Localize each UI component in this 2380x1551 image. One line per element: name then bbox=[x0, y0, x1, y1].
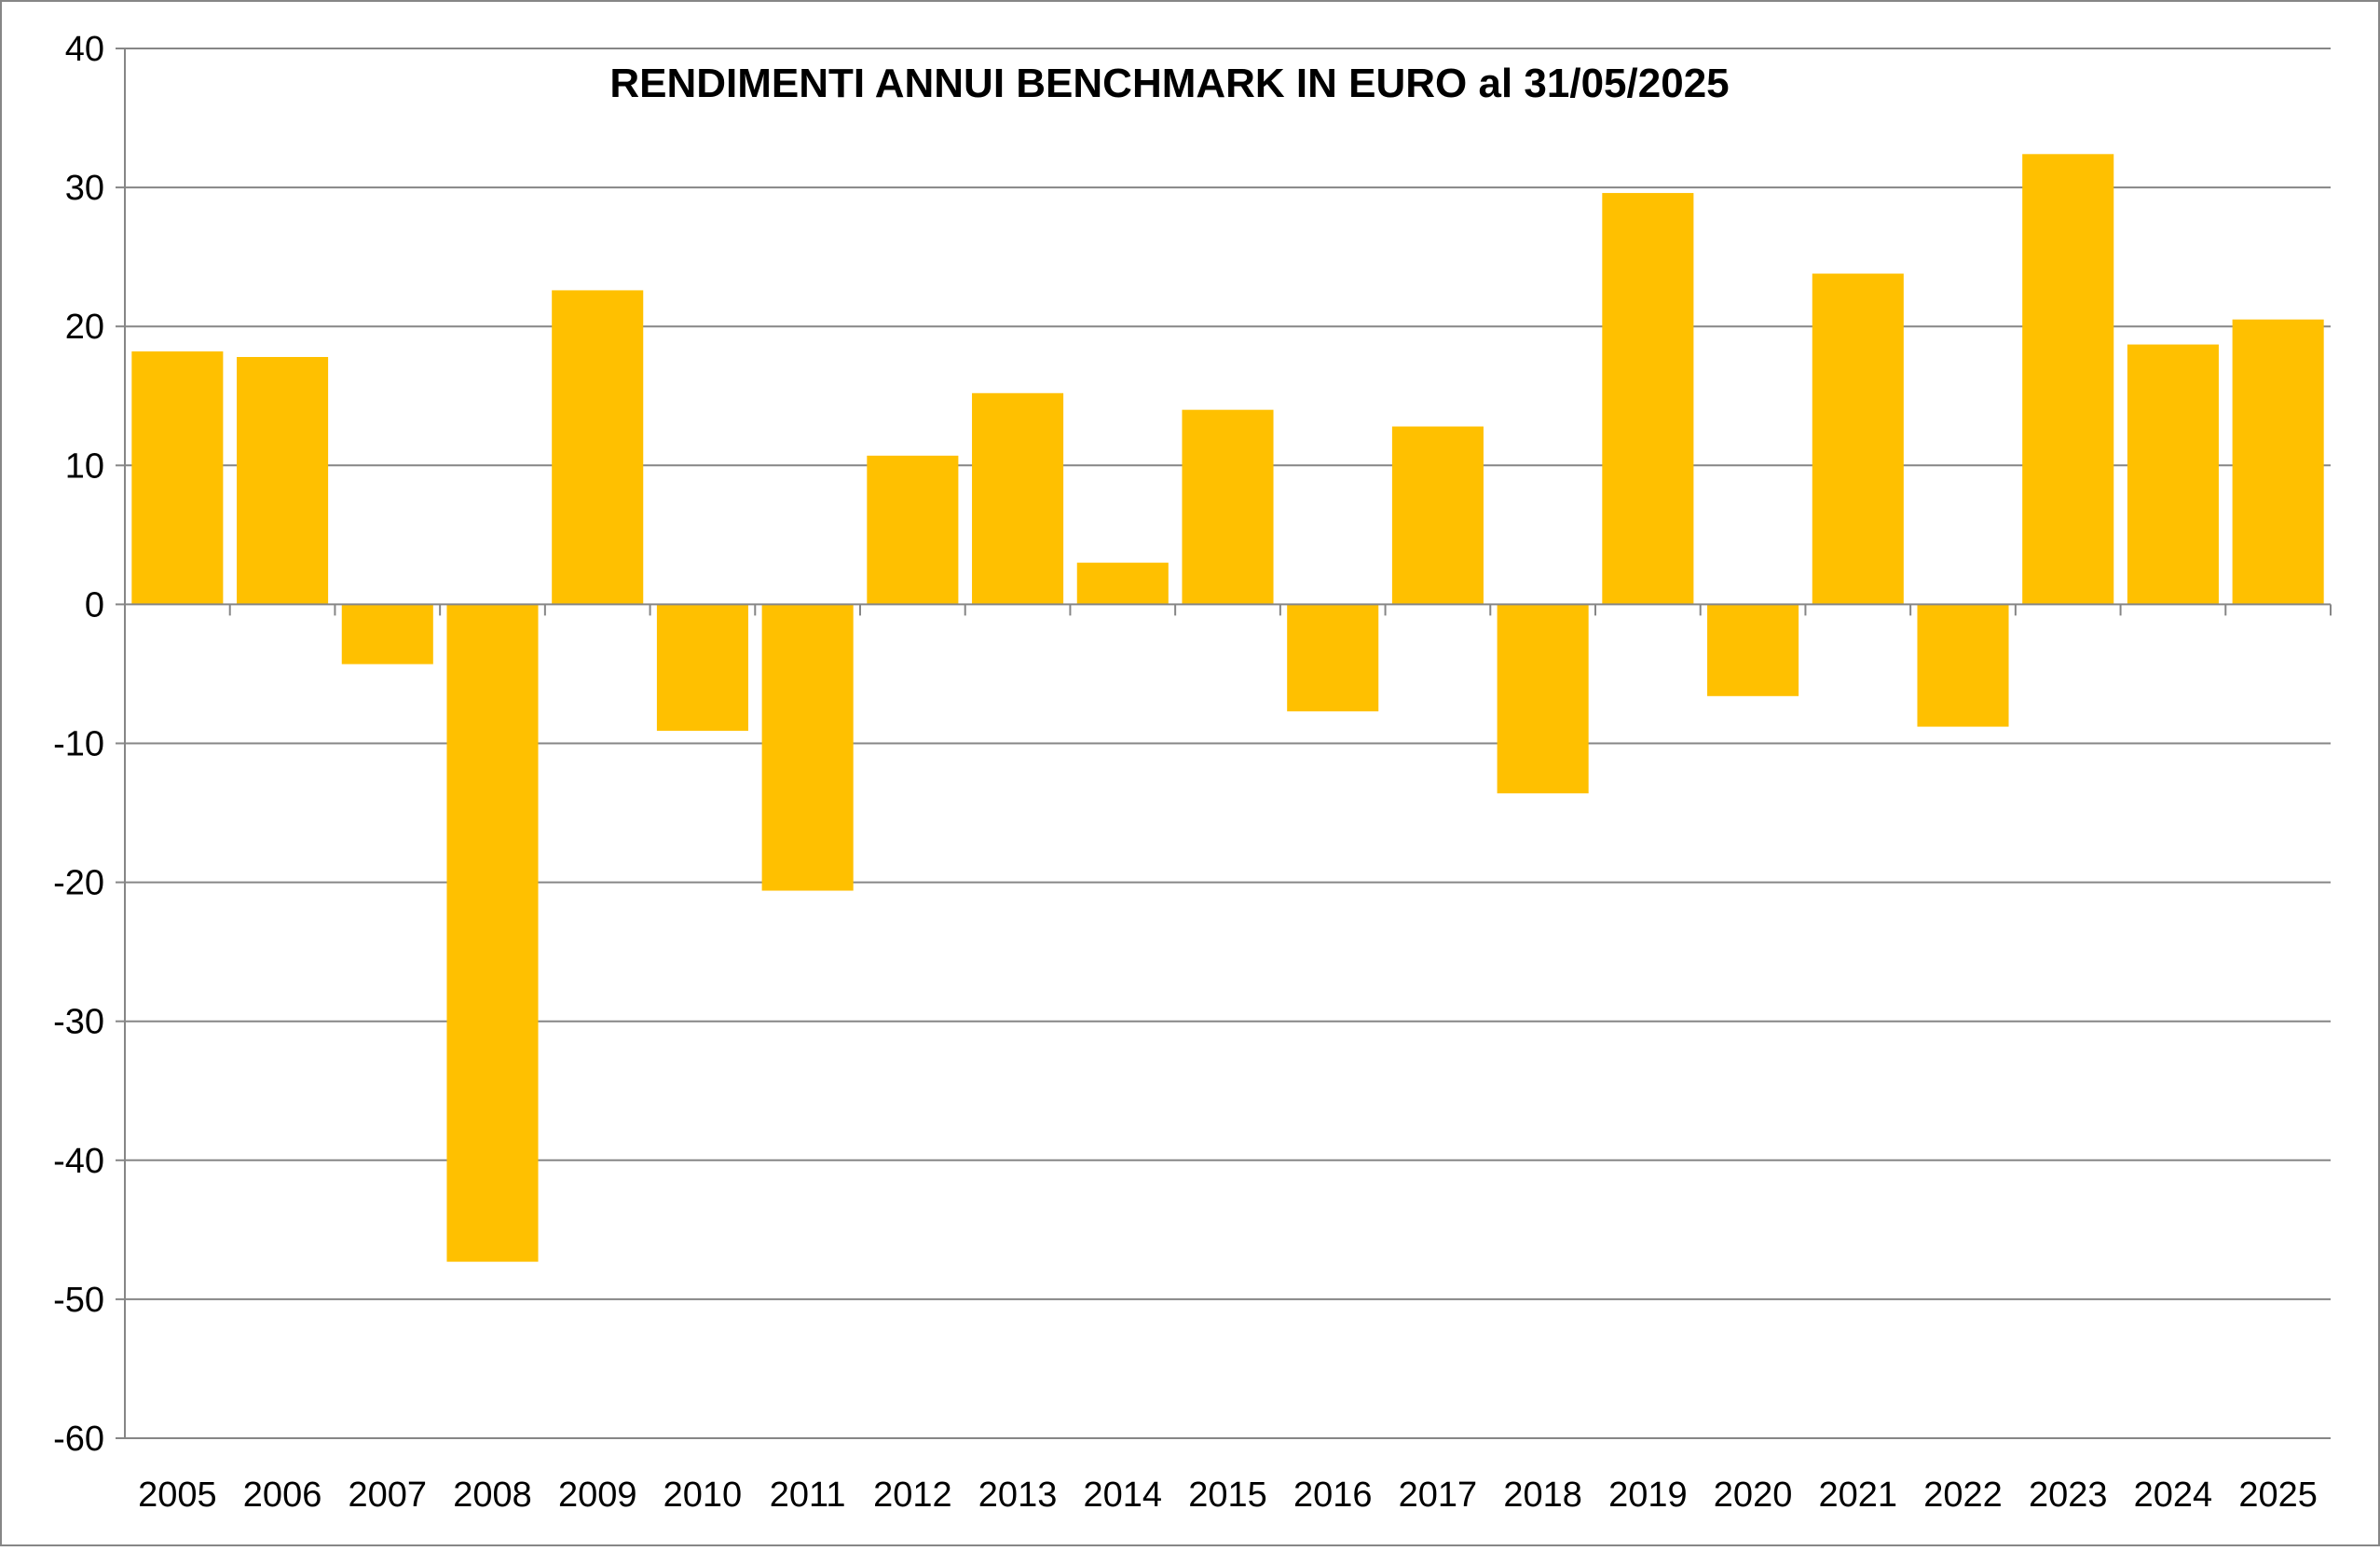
y-tick-label: -20 bbox=[53, 864, 104, 903]
x-tick-label: 2023 bbox=[2029, 1476, 2108, 1515]
x-tick-label: 2009 bbox=[558, 1476, 637, 1515]
x-tick-label: 2012 bbox=[873, 1476, 952, 1515]
bar-2020 bbox=[1707, 604, 1799, 696]
bar-2022 bbox=[1917, 604, 2009, 727]
x-tick-label: 2024 bbox=[2134, 1476, 2213, 1515]
bar-2013 bbox=[972, 392, 1064, 605]
x-tick-label: 2007 bbox=[349, 1476, 428, 1515]
bar-2006 bbox=[237, 357, 329, 605]
x-tick-label: 2008 bbox=[453, 1476, 532, 1515]
axes bbox=[116, 48, 2332, 1439]
y-tick-label: -30 bbox=[53, 1003, 104, 1042]
bar-2005 bbox=[131, 351, 224, 605]
x-tick-label: 2019 bbox=[1608, 1476, 1688, 1515]
chart-title: RENDIMENTI ANNUI BENCHMARK IN EURO al 31… bbox=[609, 61, 1729, 106]
x-tick-label: 2010 bbox=[663, 1476, 743, 1515]
bar-2023 bbox=[2022, 154, 2114, 605]
y-tick-label: 20 bbox=[65, 308, 104, 347]
bar-2008 bbox=[446, 604, 539, 1262]
x-tick-label: 2006 bbox=[243, 1476, 322, 1515]
bar-2007 bbox=[341, 604, 433, 665]
bar-2021 bbox=[1812, 273, 1904, 605]
bar-2024 bbox=[2127, 344, 2219, 605]
y-tick-label: -50 bbox=[53, 1281, 104, 1320]
x-tick-label: 2013 bbox=[978, 1476, 1058, 1515]
x-tick-label: 2021 bbox=[1819, 1476, 1898, 1515]
y-tick-label: 10 bbox=[65, 446, 104, 486]
bar-2025 bbox=[2232, 319, 2324, 605]
x-tick-label: 2005 bbox=[138, 1476, 217, 1515]
x-tick-labels: 2005 2006 2007 2008 2009 2010 2011 2012 2013 2014… bbox=[138, 1476, 2318, 1515]
x-tick-label: 2016 bbox=[1293, 1476, 1373, 1515]
bar-2012 bbox=[867, 455, 959, 605]
bar-2017 bbox=[1391, 426, 1484, 605]
y-tick-label: -10 bbox=[53, 725, 104, 764]
bar-2011 bbox=[761, 604, 854, 891]
x-tick-label: 2017 bbox=[1399, 1476, 1478, 1515]
bars bbox=[131, 154, 2324, 1262]
y-tick-labels: 40 30 20 10 0 -10 -20 -30 -40 -50 -60 bbox=[53, 30, 104, 1459]
x-tick-label: 2015 bbox=[1188, 1476, 1267, 1515]
x-tick-label: 2014 bbox=[1084, 1476, 1163, 1515]
y-tick-label: 30 bbox=[65, 169, 104, 208]
y-tick-label: -60 bbox=[53, 1420, 104, 1459]
x-tick-label: 2020 bbox=[1714, 1476, 1793, 1515]
y-tick-label: -40 bbox=[53, 1142, 104, 1181]
bar-2019 bbox=[1602, 193, 1694, 605]
bar-2016 bbox=[1287, 604, 1379, 712]
x-tick-label: 2011 bbox=[770, 1476, 846, 1515]
x-tick-label: 2018 bbox=[1503, 1476, 1582, 1515]
y-tick-label: 40 bbox=[65, 30, 104, 69]
bar-2018 bbox=[1497, 604, 1589, 794]
y-tick-label: 0 bbox=[85, 585, 104, 625]
bar-2010 bbox=[656, 604, 748, 732]
bar-2015 bbox=[1182, 409, 1274, 605]
bar-2014 bbox=[1076, 562, 1169, 605]
bar-2009 bbox=[552, 290, 644, 605]
x-tick-label: 2022 bbox=[1923, 1476, 2003, 1515]
x-tick-label: 2025 bbox=[2238, 1476, 2318, 1515]
